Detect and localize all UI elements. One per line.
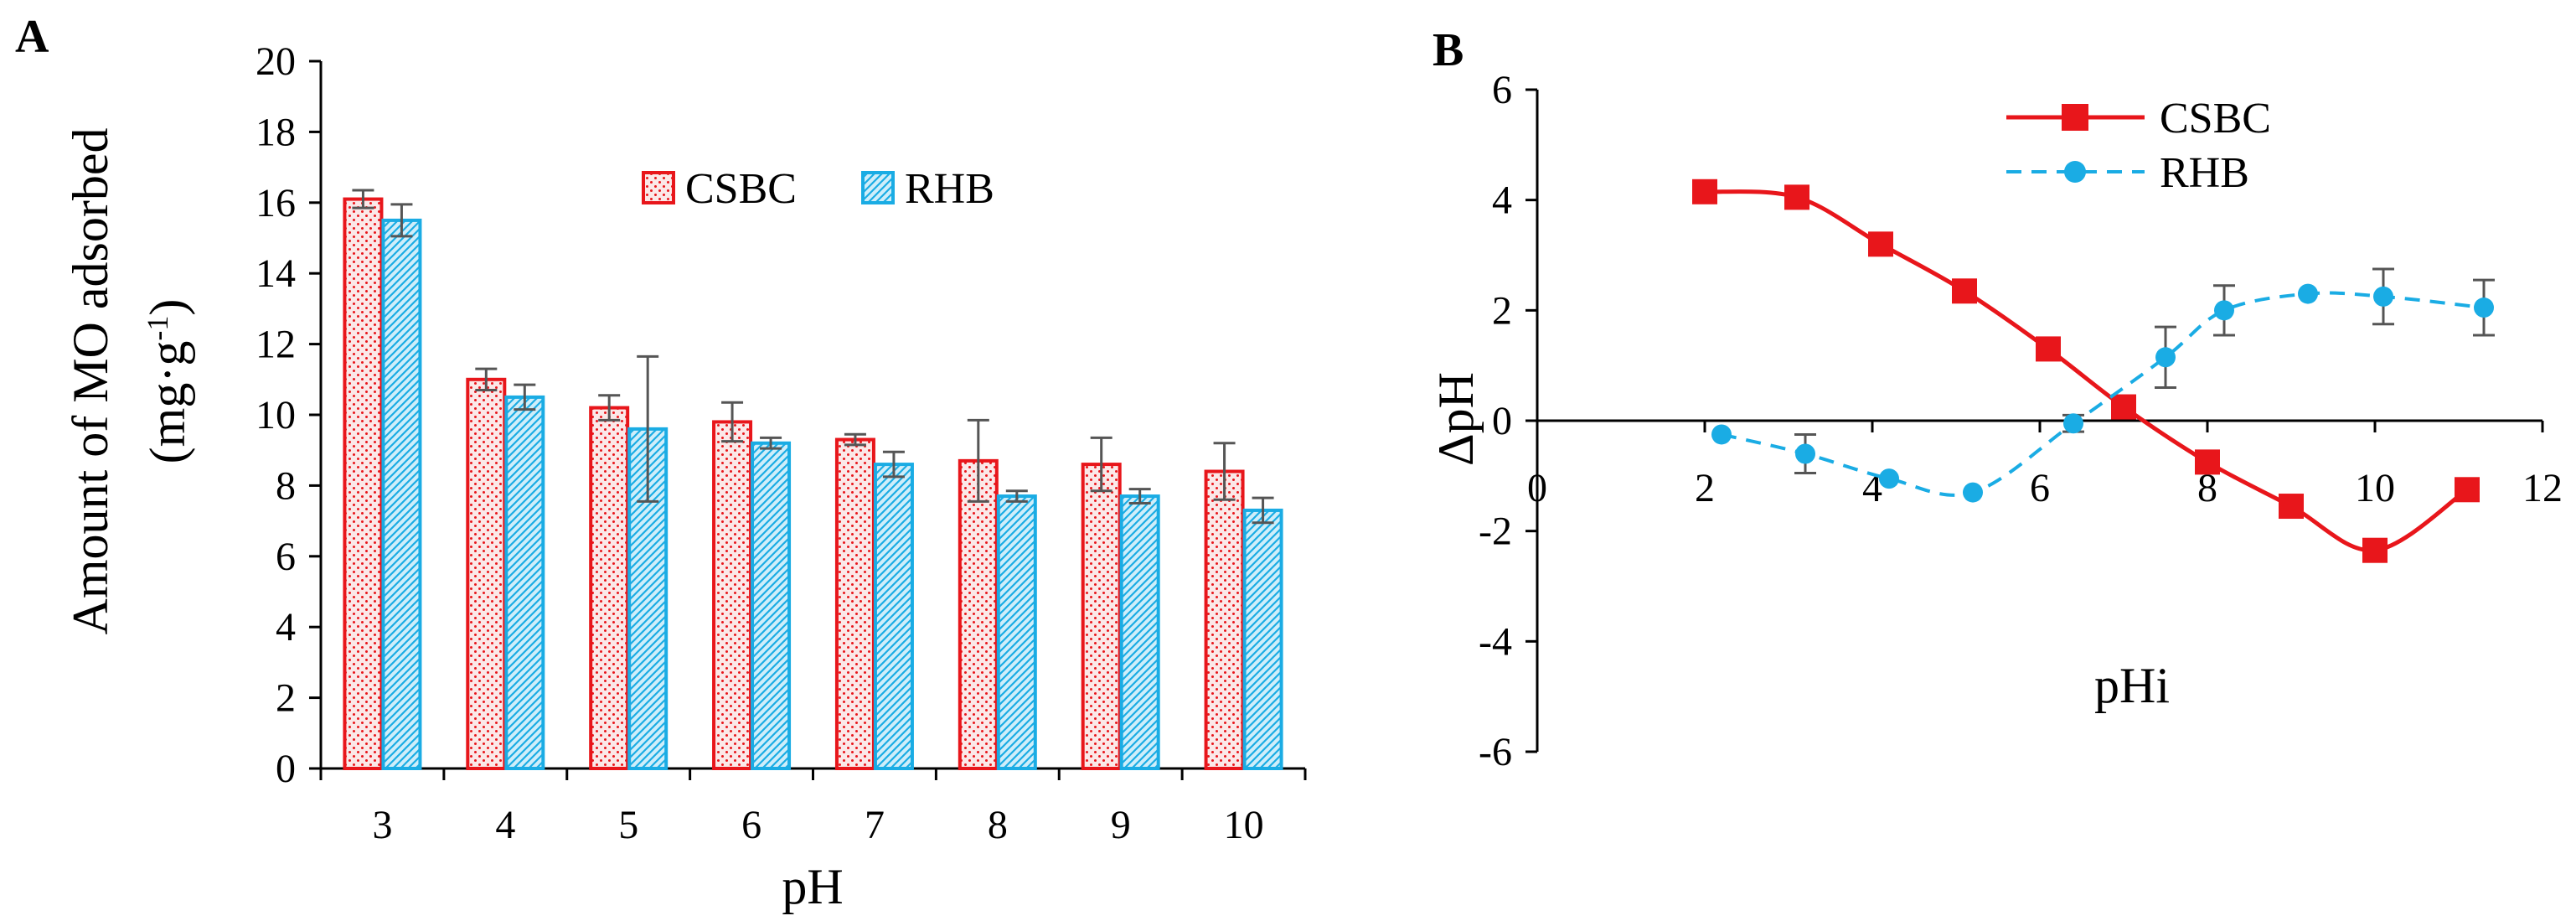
panel-b-y-tick-label: -2: [1479, 510, 1512, 554]
bar-csbc-ph-3: [343, 197, 384, 770]
panel-a-y-ticks: 0 2 4 6 8 10 12 14 16 18 20: [256, 39, 321, 791]
bar-rhb-ph-3: [381, 218, 422, 770]
panel-b-y-tick-label: -4: [1479, 619, 1512, 664]
line-csbc: [1704, 189, 2469, 553]
panel-b-y-tick-label: 6: [1492, 68, 1512, 112]
panel-a-error-bars: [352, 189, 1274, 525]
panel-b-x-tick-label: 0: [1527, 466, 1547, 510]
point-csbc: [2362, 537, 2388, 563]
point-csbc: [2036, 336, 2061, 362]
point-rhb: [2214, 300, 2234, 321]
panel-b-y-tick-label: -6: [1479, 730, 1512, 774]
panel-a-y-tick-label: 10: [256, 393, 296, 437]
legend-b-csbc-marker: [2062, 104, 2088, 131]
point-csbc: [2455, 477, 2480, 503]
point-rhb: [1963, 482, 1983, 503]
panel-b-ylabel: ΔpH: [1428, 372, 1484, 466]
point-csbc: [1692, 179, 1717, 204]
point-csbc: [1868, 231, 1893, 257]
panel-a-ylabel-line1: Amount of MO adsorbed: [63, 128, 118, 635]
bar-rhb-ph-9: [1119, 494, 1160, 770]
bar-rhb-ph-8: [996, 494, 1037, 770]
panel-b-label: B: [1433, 24, 1464, 76]
panel-a-y-tick-label: 12: [256, 323, 296, 367]
panel-a-y-tick-label: 6: [276, 535, 296, 579]
panel-b-x-tick-label: 12: [2522, 466, 2563, 510]
panel-a-xlabel: pH: [782, 859, 843, 914]
point-rhb: [2155, 347, 2176, 368]
legend-b-rhb-label: RHB: [2160, 149, 2249, 197]
point-csbc: [1784, 184, 1809, 210]
panel-b-x-tick-label: 10: [2355, 466, 2395, 510]
panel-a-y-tick-label: 16: [256, 181, 296, 225]
point-rhb: [2373, 286, 2393, 307]
bar-csbc-ph-6: [712, 420, 753, 770]
bar-csbc-ph-7: [834, 437, 875, 770]
panel-a-y-tick-label: 14: [256, 251, 296, 296]
bar-rhb-ph-6: [751, 441, 792, 770]
panel-a-x-tick-label: 5: [618, 803, 638, 847]
panel-b-y-tick-label: 0: [1492, 399, 1512, 443]
point-rhb: [1879, 468, 1899, 489]
panel-a-ylabel-line2: (mg·g-1): [140, 299, 195, 464]
point-rhb: [2474, 298, 2494, 318]
bar-rhb-ph-4: [504, 395, 545, 770]
point-csbc: [2279, 494, 2304, 520]
panel-b-series: [1692, 179, 2495, 563]
panel-a-y-tick-label: 0: [276, 747, 296, 791]
legend-b-csbc-label: CSBC: [2160, 95, 2271, 142]
panel-a-y-tick-label: 4: [276, 605, 296, 649]
point-rhb: [1795, 443, 1815, 464]
panel-a-bars: [343, 197, 1283, 771]
legend-a-csbc-swatch: [642, 171, 675, 204]
bar-csbc-ph-9: [1081, 463, 1122, 771]
bar-csbc-ph-5: [589, 406, 630, 770]
panel-b-x-ticks: 0 2 4 6 8 10 12: [1527, 421, 2563, 510]
panel-a-y-tick-label: 2: [276, 676, 296, 721]
panel-a-x-tick-label: 4: [495, 803, 515, 847]
panel-b-y-tick-label: 2: [1492, 288, 1512, 333]
panel-a-x-tick-label: 8: [988, 803, 1008, 847]
panel-b-y-tick-label: 4: [1492, 179, 1512, 223]
bar-csbc-ph-10: [1204, 469, 1245, 771]
legend-b-rhb-marker: [2064, 161, 2086, 183]
legend-a-csbc-label: CSBC: [685, 165, 797, 213]
panel-a-bar-chart: A Amount of MO adsorbed (mg·g-1) 0 2 4 6 8 10…: [15, 11, 1307, 914]
panel-b-legend: CSBC RHB: [2006, 95, 2271, 197]
panel-a-x-tick-label: 10: [1224, 803, 1264, 847]
point-rhb: [2298, 283, 2318, 304]
point-csbc: [1952, 278, 1977, 304]
bar-rhb-ph-10: [1242, 508, 1283, 770]
panel-a-x-tick-label: 6: [741, 803, 761, 847]
point-rhb: [2063, 413, 2083, 434]
panel-b-y-ticks: -6 -4 -2 0 2 4 6: [1479, 68, 1537, 774]
panel-a-legend: CSBC RHB: [642, 165, 994, 213]
legend-a-rhb-swatch: [861, 171, 895, 204]
panel-b-x-tick-label: 6: [2030, 466, 2050, 510]
bar-csbc-ph-8: [958, 458, 999, 770]
panel-a-x-tick-label: 3: [372, 803, 392, 847]
panel-a-y-tick-label: 20: [256, 39, 296, 84]
panel-a-y-tick-label: 8: [276, 463, 296, 508]
point-csbc: [2111, 394, 2136, 420]
panel-a-x-ticks: 3 4 5 6 7 8 9 10: [319, 768, 1307, 847]
bar-csbc-ph-4: [466, 377, 507, 770]
panel-a-y-tick-label: 18: [256, 110, 296, 154]
panel-a-x-tick-label: 9: [1111, 803, 1131, 847]
legend-a-rhb-label: RHB: [905, 165, 994, 213]
panel-a-x-tick-label: 7: [865, 803, 885, 847]
panel-b-x-tick-label: 2: [1695, 466, 1715, 510]
point-csbc: [2195, 449, 2220, 475]
line-rhb: [1721, 291, 2485, 497]
panel-a-label: A: [15, 11, 49, 63]
panel-b-xlabel: pHi: [2094, 658, 2170, 713]
bar-rhb-ph-7: [873, 463, 914, 771]
point-rhb: [1711, 424, 1732, 445]
